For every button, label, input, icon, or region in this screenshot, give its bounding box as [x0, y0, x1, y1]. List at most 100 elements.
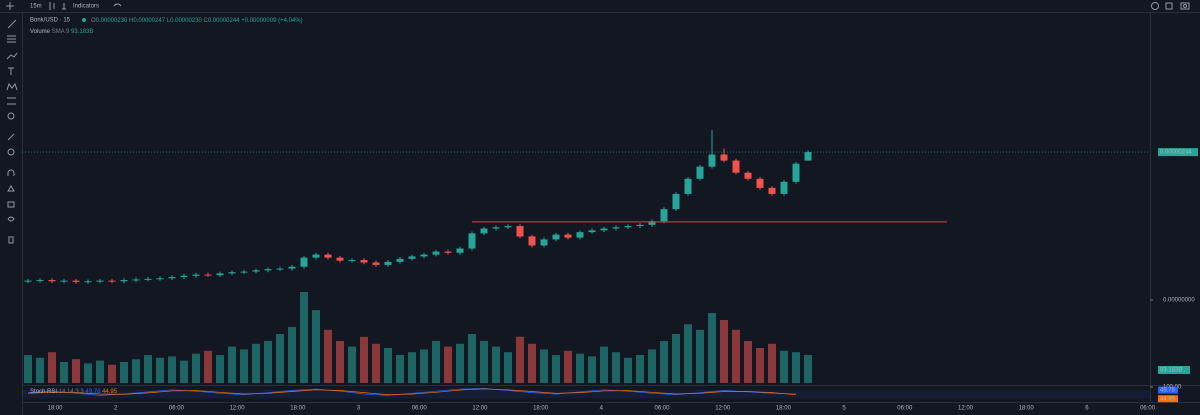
- volume-bar: [636, 355, 644, 383]
- ohlc-value: 0.00000244: [208, 18, 240, 24]
- rsi-k-line: [27, 388, 797, 396]
- volume-bar: [252, 343, 260, 383]
- settings-icon[interactable]: [1151, 2, 1159, 10]
- volume-bar: [540, 349, 548, 383]
- last-price-marker: [1158, 148, 1198, 157]
- volume-bar: [492, 346, 500, 383]
- candle-body: [564, 234, 572, 238]
- volume-bar: [72, 359, 80, 383]
- volume-bar: [420, 349, 428, 383]
- volume-bar: [624, 357, 632, 383]
- volume-bar: [324, 329, 332, 383]
- volume-bar: [588, 356, 596, 383]
- volume-bar: [312, 310, 320, 383]
- volume-bar: [732, 329, 740, 383]
- x-tick-label: 06:00: [654, 406, 670, 412]
- y-tick-label: 0.00000000: [1163, 298, 1195, 304]
- volume-bar: [336, 341, 344, 383]
- x-tick-label: 06:00: [169, 406, 185, 412]
- candle-body: [84, 281, 92, 283]
- candle-body: [132, 279, 140, 281]
- crosshair-icon[interactable]: [6, 2, 14, 10]
- volume-bar: [168, 356, 176, 383]
- volume-sma-title: SMA 9: [52, 29, 70, 35]
- volume-bar: [156, 357, 164, 383]
- volume-bar: [348, 346, 356, 383]
- x-tick-label: 18:00: [776, 406, 792, 412]
- volume-bar: [768, 343, 776, 383]
- candle-body: [624, 226, 632, 228]
- volume-bar: [408, 352, 416, 383]
- volume-bar: [180, 360, 188, 383]
- candle-body: [240, 271, 248, 273]
- ohlc-key: H: [129, 18, 133, 24]
- candle-body: [96, 280, 104, 282]
- volume-sma-label: 93.183B: [1160, 368, 1182, 374]
- x-tick-label: 06:00: [1140, 406, 1156, 412]
- snapshot-icon[interactable]: [1180, 2, 1190, 10]
- volume-bar: [276, 334, 284, 383]
- candle-body: [516, 226, 524, 237]
- volume-bar: [216, 355, 224, 383]
- volume-bar: [600, 346, 608, 383]
- stoch-rsi-k-value: 49.78: [85, 389, 101, 395]
- candle-body: [372, 262, 380, 265]
- volume-sma-value: 93.183B: [71, 29, 93, 35]
- candle-body: [168, 277, 176, 279]
- volume-bar: [744, 341, 752, 383]
- x-tick-label: 06:00: [412, 406, 428, 412]
- candle-body: [708, 154, 716, 167]
- volume-bar: [384, 348, 392, 383]
- volume-bar: [192, 353, 200, 383]
- volume-bar: [108, 364, 116, 383]
- candle-body: [144, 278, 152, 280]
- volume-title: Volume: [30, 29, 51, 35]
- candle-body: [348, 260, 356, 262]
- drawing-tools[interactable]: [6, 19, 18, 244]
- volume-bar: [696, 329, 704, 383]
- candle-body: [444, 251, 452, 253]
- volume-bar: [432, 341, 440, 383]
- indicators-icon: [62, 3, 66, 10]
- fullscreen-icon[interactable]: [1165, 2, 1173, 10]
- rsi-k-marker: [1158, 386, 1178, 394]
- volume-bar: [468, 334, 476, 383]
- ohlc-value: 0.00000230: [96, 18, 128, 24]
- candle-body: [504, 226, 512, 228]
- x-tick-label: 12:00: [230, 406, 246, 412]
- x-tick-label: 12:00: [715, 406, 731, 412]
- candle-body: [696, 166, 704, 179]
- candle-body: [780, 181, 788, 194]
- x-tick-label: 2: [114, 406, 118, 412]
- volume-bar: [204, 350, 212, 383]
- indicators-button[interactable]: Indicators: [73, 4, 99, 10]
- undo-icon[interactable]: [113, 3, 122, 7]
- candle-body: [276, 268, 284, 270]
- candle-body: [312, 254, 320, 258]
- volume-bar: [360, 336, 368, 383]
- candle-body: [576, 232, 584, 238]
- volume-bar: [708, 313, 716, 383]
- stoch-rsi-title: Stoch RSI: [30, 389, 57, 395]
- rsi-d-marker: [1158, 395, 1178, 403]
- candle-body: [120, 280, 128, 282]
- last-price-label: 0.00000244: [1160, 150, 1192, 156]
- x-tick-label: 12:00: [958, 406, 974, 412]
- ohlc-legend: O0.00000230 H0.00000247 L0.00000230 C0.0…: [91, 18, 303, 24]
- candle-type-icon[interactable]: [49, 2, 55, 10]
- x-tick-label: 06:00: [897, 406, 913, 412]
- ohlc-value: 0.00000247: [133, 18, 165, 24]
- stoch-rsi-params: 14 14 3 3: [59, 389, 85, 395]
- rsi-k-label: 49.78: [1160, 388, 1176, 394]
- ohlc-value: 0.00000230: [170, 18, 202, 24]
- volume-bar: [120, 362, 128, 383]
- volume-sma-marker: [1158, 365, 1190, 374]
- candle-body: [600, 228, 608, 231]
- x-tick-label: 12:00: [472, 406, 488, 412]
- candle-body: [432, 251, 440, 255]
- volume-bar: [576, 353, 584, 383]
- interval-button[interactable]: 15m: [30, 4, 42, 10]
- candle-body: [60, 280, 68, 282]
- candle-body: [744, 172, 752, 179]
